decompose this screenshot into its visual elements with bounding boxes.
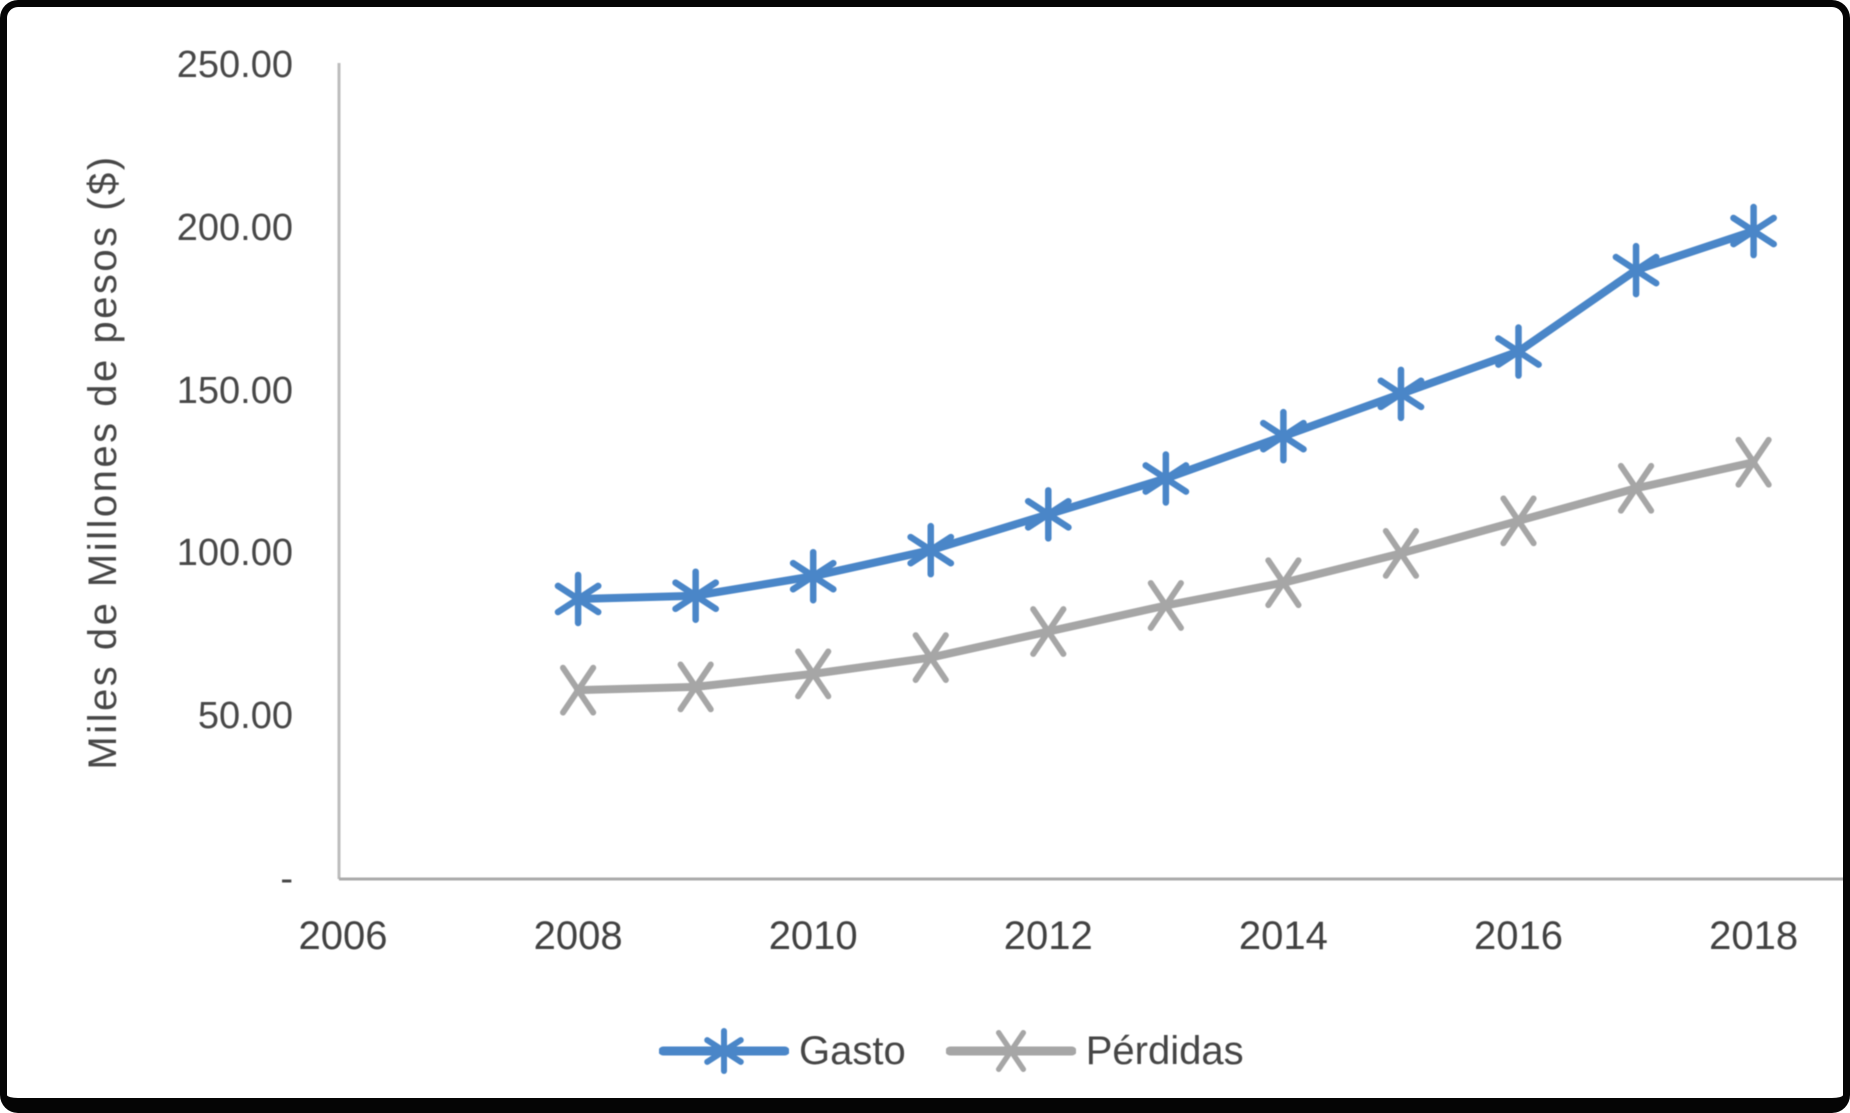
x-tick-label: 2014 [1238,914,1328,958]
y-tick-label: 50.00 [197,695,293,738]
x-tick-label: 2012 [1003,914,1093,958]
x-tick-label: 2016 [1474,914,1563,958]
legend-label: Gasto [799,1028,906,1073]
legend-label: Pérdidas [1085,1028,1244,1073]
x-tick-label: 2010 [768,914,858,958]
y-tick-label: 250.00 [176,44,293,86]
y-tick-label: 200.00 [176,206,293,249]
series-gasto [554,203,1777,627]
chart-area: Miles de Millones de pesos ($) 250.00 200… [7,7,1843,1098]
x-tick-label: 2006 [298,914,388,958]
x-tick-label: 2008 [533,914,623,958]
x-marker-icon [945,1030,1076,1072]
x-tick-label: 2018 [1709,914,1799,958]
legend-item-perdidas: Pérdidas [945,1021,1244,1081]
series-perdidas [560,436,1772,716]
y-tick-label: 100.00 [176,532,293,575]
asterisk-marker-icon [659,1028,789,1074]
y-tick-label: 150.00 [176,369,293,412]
y-tick-label: - [280,858,293,900]
legend-item-gasto: Gasto [659,1021,906,1081]
chart-legend: Gasto Pérdidas [659,1019,1244,1083]
line-chart-canvas [337,63,1843,881]
